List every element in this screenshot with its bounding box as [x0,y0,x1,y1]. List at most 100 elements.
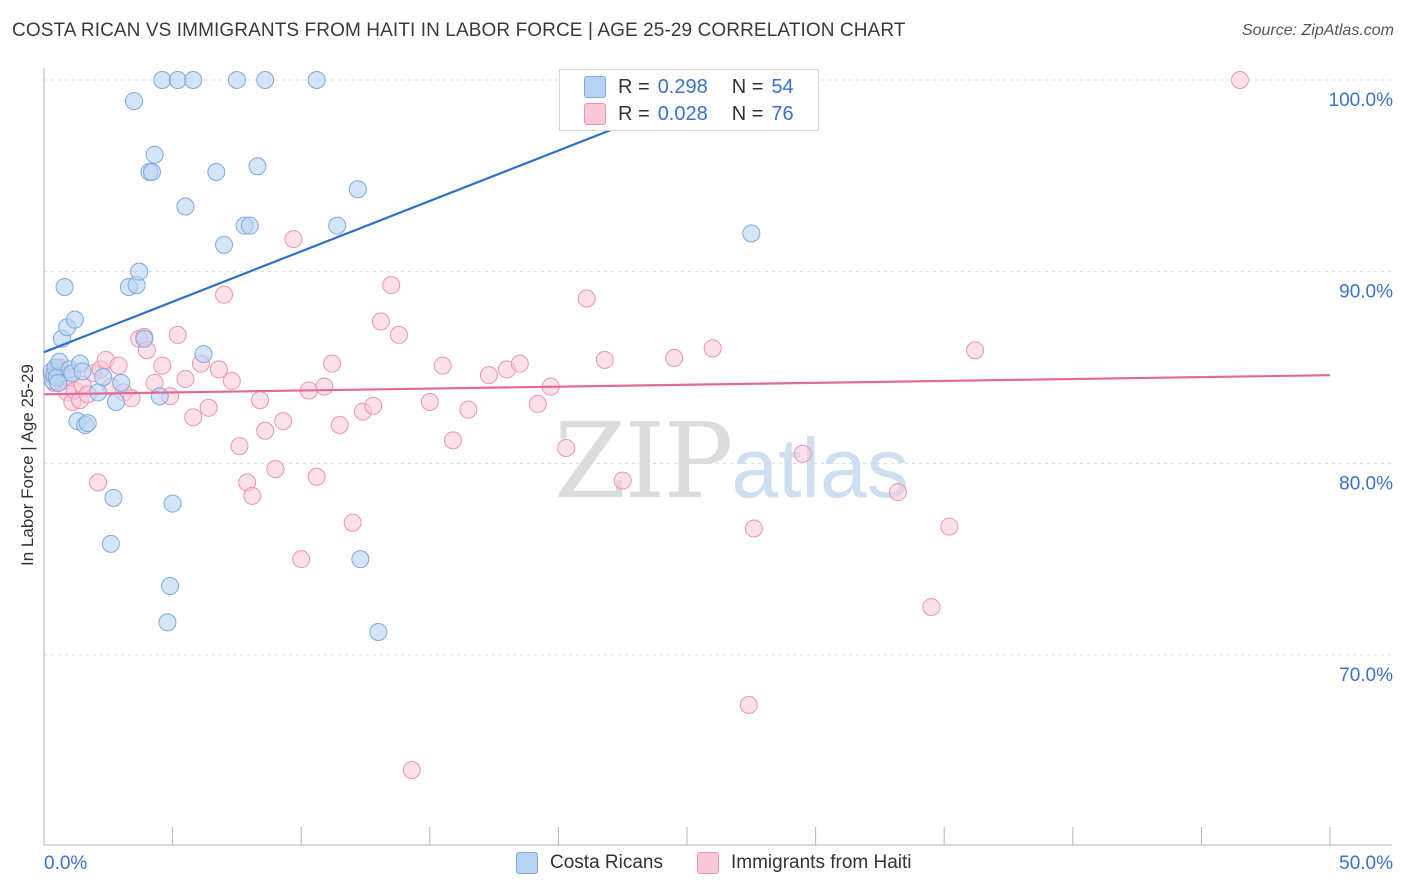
costa-rican-point [168,71,187,89]
haiti-point [371,312,390,331]
legend-swatch-blue [584,76,606,98]
costa-rican-point [153,71,172,89]
y-tick-label: 100.0% [1329,90,1394,111]
watermark-zip: ZIP [554,400,733,522]
legend-row-haiti: R = 0.028 N = 76 [584,101,794,127]
haiti-point [966,341,985,360]
haiti-point [292,550,311,569]
legend-row-costa-rican: R = 0.298 N = 54 [584,74,794,100]
costa-rican-point [307,71,326,89]
haiti-point [433,356,452,375]
chart-title: COSTA RICAN VS IMMIGRANTS FROM HAITI IN … [12,20,906,41]
haiti-point [459,400,478,419]
costa-rican-point [184,71,203,89]
legend-label-costa-ricans: Costa Ricans [550,852,663,873]
haiti-point [222,371,241,390]
costa-rican-point [125,92,144,111]
haiti-point [184,408,203,427]
haiti-point [389,325,408,344]
haiti-point [209,360,228,379]
source-credit: Source: ZipAtlas.com [1241,22,1394,39]
haiti-point [176,370,195,388]
legend-r-value: 0.298 [657,75,708,98]
costa-rican-point [328,216,347,235]
costa-rican-point [145,145,164,164]
haiti-point [330,416,349,434]
haiti-point [577,289,596,308]
haiti-point [613,471,632,490]
x-tick-label: 0.0% [44,853,87,874]
legend-swatch-blue [516,852,538,874]
haiti-point [168,325,187,344]
haiti-point [266,460,285,479]
haiti-point [153,356,172,375]
legend-item-haiti[interactable]: Immigrants from Haiti [697,852,912,874]
costa-rican-point [94,368,113,387]
costa-rican-point [215,235,234,254]
haiti-point [89,473,108,492]
haiti-point [199,398,218,417]
watermark-atlas: atlas [731,421,909,515]
y-tick-label: 90.0% [1339,282,1393,303]
costa-rican-point [742,224,761,243]
costa-rican-point [158,613,177,632]
haiti-point [479,366,498,385]
haiti-point [703,339,722,358]
haiti-point [382,276,401,295]
haiti-point [243,486,262,505]
series-legend: Costa Ricans Immigrants from Haiti [0,852,1406,878]
legend-swatch-pink [697,852,719,874]
costa-rican-point [369,623,388,641]
costa-rican-point [207,163,226,181]
costa-rican-point [351,550,370,569]
costa-rican-point [107,393,126,411]
costa-rican-point [163,494,182,513]
haiti-point [922,598,941,617]
haiti-point [230,437,249,456]
costa-rican-point [194,345,213,364]
haiti-point [364,396,383,415]
y-tick-label: 70.0% [1339,665,1393,686]
haiti-point [315,377,334,396]
haiti-point [739,695,758,714]
haiti-point [888,483,907,502]
zipatlas-watermark: ZIPatlas [554,400,909,522]
legend-n-label: N = [731,102,764,125]
haiti-point [940,517,959,536]
haiti-point [595,350,614,369]
costa-rican-point [73,362,92,381]
legend-item-costa-ricans[interactable]: Costa Ricans [516,852,663,874]
grid-layer [44,79,1392,656]
haiti-points [42,71,1249,779]
haiti-point [557,439,576,457]
haiti-point [215,285,234,304]
haiti-point [109,356,128,375]
correlation-legend: R = 0.298 N = 54 R = 0.028 N = 76 [559,69,819,131]
haiti-point [744,519,763,538]
costa-rican-point [240,216,259,235]
haiti-point [323,354,342,373]
haiti-point [443,431,462,450]
costa-rican-point [348,180,367,199]
costa-rican-point [161,577,180,595]
haiti-point [420,393,439,411]
costa-rican-point [130,262,149,281]
haiti-point [665,348,684,367]
haiti-point [343,513,362,532]
costa-rican-point [65,310,84,329]
legend-swatch-pink [584,103,606,125]
costa-rican-points [42,71,761,641]
costa-rican-point [256,71,275,89]
tick-labels: 70.0% 80.0% 90.0% 100.0% 0.0% 50.0% [44,90,1393,874]
axes-layer [43,68,1392,846]
costa-rican-point [104,488,123,507]
legend-n-value: 54 [771,75,794,98]
legend-n-value: 76 [771,102,794,125]
costa-rican-point [112,373,131,392]
legend-r-label: R = [618,102,650,125]
costa-rican-point [227,71,246,89]
haiti-point [402,761,421,779]
legend-r-label: R = [618,75,650,98]
haiti-point [793,444,812,463]
